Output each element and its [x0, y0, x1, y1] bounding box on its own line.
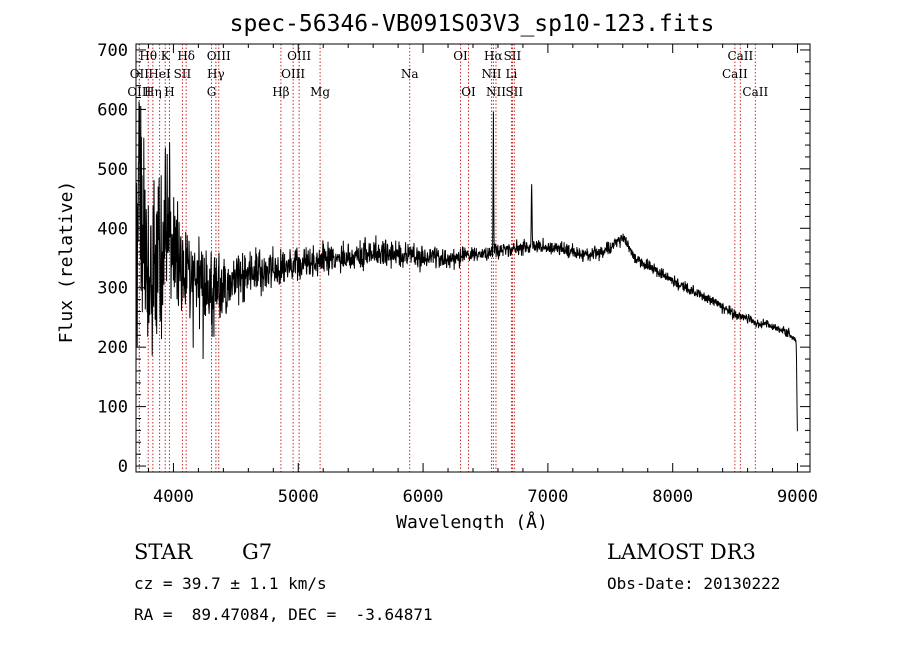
- x-axis-title: Wavelength (Å): [396, 511, 548, 530]
- spectral-line-label: Hη: [144, 85, 162, 99]
- spectral-line-label: Hα: [484, 49, 503, 63]
- x-tick-label: 9000: [777, 487, 818, 507]
- object-class: STAR: [134, 540, 193, 564]
- spectral-line-label: G: [207, 85, 217, 99]
- chart-title: spec-56346-VB091S03V3_sp10-123.fits: [230, 11, 715, 37]
- redshift-readout: cz = 39.7 ± 1.1 km/s: [134, 574, 327, 593]
- spectral-line-label: Mg: [310, 85, 330, 99]
- spectral-line-label: OIII: [207, 49, 231, 63]
- x-axis-ticks: 4000 5000 6000 7000 8000 9000: [147, 44, 818, 507]
- spectral-line-label: SII: [174, 67, 192, 81]
- y-axis-ticks: 0 100 200 300 400 500 600 700: [97, 41, 810, 477]
- spectral-line-label: OI: [453, 49, 468, 63]
- x-tick-label: 6000: [403, 487, 444, 507]
- spectral-line-label: NII: [481, 67, 501, 81]
- y-tick-label: 300: [97, 279, 128, 299]
- y-tick-label: 200: [97, 338, 128, 358]
- spectral-line-label: H: [164, 85, 174, 99]
- spectral-line-label: NII: [486, 85, 506, 99]
- observation-date: Obs-Date: 20130222: [607, 574, 781, 593]
- coordinates-readout: RA = 89.47084, DEC = -3.64871: [134, 605, 433, 624]
- spectral-line-label: SII: [505, 85, 523, 99]
- spectral-line-label: SII: [504, 49, 522, 63]
- spectral-line-label: Hγ: [207, 67, 225, 81]
- spectral-line-label: CaII: [727, 49, 753, 63]
- survey-name: LAMOST DR3: [607, 540, 756, 564]
- spectrum-plot: spec-56346-VB091S03V3_sp10-123.fits Hθ OI…: [56, 11, 818, 530]
- y-axis-title: Flux (relative): [56, 181, 77, 344]
- spectral-line-label: OIII: [281, 67, 305, 81]
- y-tick-label: 400: [97, 219, 128, 239]
- y-tick-label: 600: [97, 100, 128, 120]
- object-subclass: G7: [242, 540, 273, 564]
- spectral-line-label: Hβ: [272, 85, 289, 99]
- spectral-line-label: OIII: [287, 49, 311, 63]
- spectral-line-label: K: [161, 49, 171, 63]
- spectral-line-label: OIII: [127, 85, 151, 99]
- spectrum-line: [135, 101, 798, 432]
- y-tick-label: 500: [97, 160, 128, 180]
- spectral-line-label: Hδ: [177, 49, 195, 63]
- spectral-line-label: Li: [506, 67, 518, 81]
- x-tick-label: 7000: [527, 487, 568, 507]
- x-tick-label: 8000: [652, 487, 693, 507]
- spectral-line-label: HeI: [148, 67, 171, 81]
- x-tick-label: 5000: [278, 487, 319, 507]
- spectral-line-label: Na: [401, 67, 419, 81]
- spectral-line-label: Hθ: [139, 49, 157, 63]
- plot-frame: [135, 43, 811, 473]
- y-tick-label: 0: [118, 457, 128, 477]
- spectral-line-label: CaII: [742, 85, 768, 99]
- spectral-line-label: CaII: [722, 67, 748, 81]
- spectral-line-label: OI: [461, 85, 476, 99]
- y-tick-label: 700: [97, 41, 128, 61]
- x-tick-label: 4000: [153, 487, 194, 507]
- y-tick-label: 100: [97, 398, 128, 418]
